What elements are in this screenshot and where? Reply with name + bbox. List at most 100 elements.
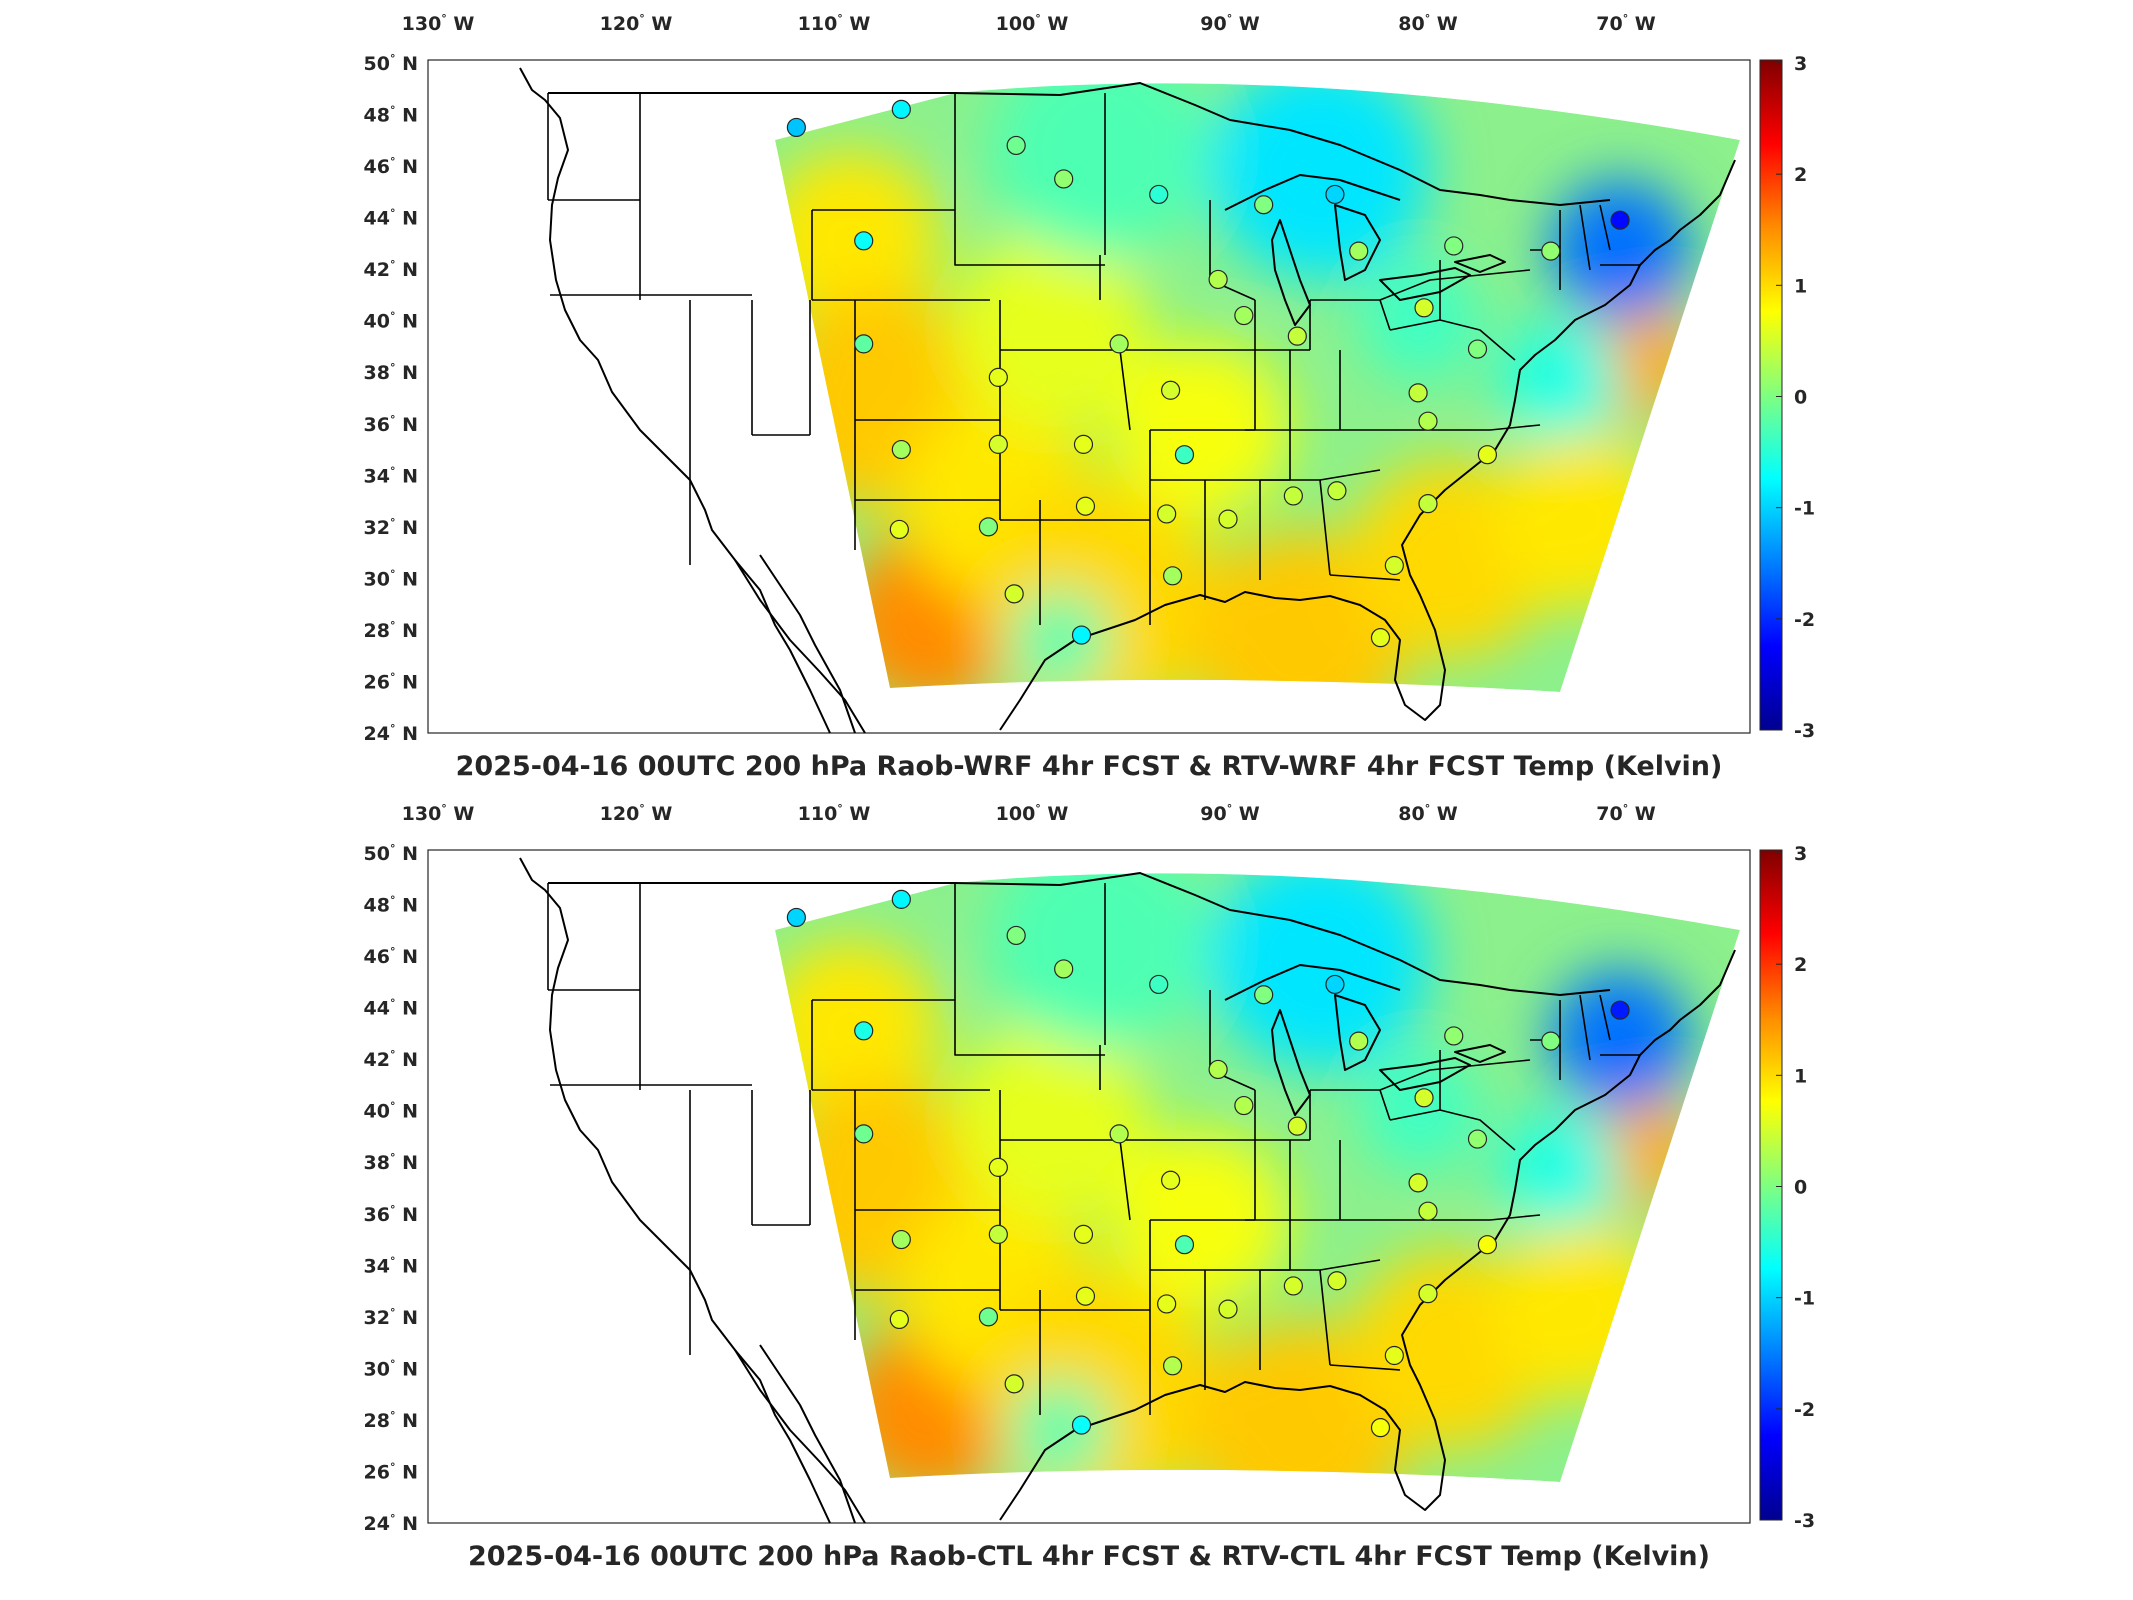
station-marker — [1234, 1095, 1254, 1116]
station-marker — [1174, 1235, 1195, 1255]
station-marker — [1208, 1059, 1228, 1080]
state-border — [1379, 279, 1431, 301]
station-marker — [1408, 383, 1428, 403]
station-marker — [1073, 1224, 1094, 1244]
station-marker — [1541, 241, 1561, 261]
station-marker — [1073, 434, 1094, 454]
station-marker — [978, 1307, 999, 1327]
lon-tick-label: 130° W — [402, 802, 475, 825]
map-panel-bottom: 130° W 120° W 110° W 100° W 90° W 80° W 70° W 5… — [0, 790, 2133, 1580]
colorbar-tick-label: 0 — [1794, 1177, 1807, 1199]
map-panel-top: 130° W 120° W 110° W 100° W 90° W 80° W 70° W 5… — [0, 0, 2133, 790]
colorbar-tick-label: 3 — [1794, 843, 1807, 865]
station-marker — [1283, 486, 1303, 506]
state-border — [1599, 204, 1611, 251]
station-marker — [1160, 380, 1181, 400]
station-marker — [1610, 210, 1630, 230]
state-border — [954, 1000, 1105, 1056]
panel-title: 2025-04-16 00UTC 200 hPa Raob-CTL 4hr FC… — [468, 1541, 1710, 1572]
east-gulf-coastline — [999, 949, 1736, 1521]
lon-tick-label: 120° W — [600, 12, 673, 35]
lon-tick-label: 90° W — [1200, 802, 1260, 825]
lat-tick-label: 40° N — [364, 1100, 418, 1123]
station-marker — [1157, 504, 1177, 524]
station-marker — [1384, 1345, 1404, 1366]
colorbar-tick-label: 2 — [1794, 954, 1807, 976]
lat-tick-label: 34° N — [364, 464, 418, 487]
lon-tick-label: 100° W — [996, 12, 1069, 35]
lat-tick-label: 50° N — [364, 52, 418, 75]
station-marker — [889, 519, 909, 540]
lat-tick-label: 28° N — [364, 1409, 418, 1432]
station-marker — [1418, 411, 1438, 431]
station-marker — [1054, 959, 1074, 979]
station-marker — [786, 117, 806, 138]
state-border — [1379, 1069, 1431, 1091]
station-marker — [1327, 1271, 1347, 1291]
lat-tick-label: 24° N — [364, 1512, 418, 1535]
great-lakes — [1224, 964, 1506, 1116]
station-marker — [854, 334, 874, 354]
station-marker — [1444, 236, 1464, 256]
station-marker — [1477, 1235, 1498, 1255]
station-marker — [1349, 241, 1369, 261]
colorbar-tick-label: -2 — [1794, 609, 1815, 631]
station-marker — [1149, 974, 1169, 995]
lat-tick-label: 48° N — [364, 104, 418, 127]
station-marker — [1004, 1374, 1024, 1394]
great-lakes — [1224, 174, 1506, 326]
lat-tick-label: 32° N — [364, 516, 418, 539]
baja-coastline — [734, 1344, 856, 1524]
station-marker — [1477, 445, 1498, 465]
colorbar — [1759, 849, 1783, 1521]
lat-tick-label: 48° N — [364, 894, 418, 917]
lat-tick-label: 32° N — [364, 1306, 418, 1329]
colorbar-tick-label: -3 — [1794, 1510, 1815, 1532]
state-border — [1579, 204, 1591, 271]
lon-tick-label: 100° W — [996, 802, 1069, 825]
station-marker — [1384, 555, 1404, 576]
station-marker — [1325, 974, 1345, 995]
station-marker — [1162, 1356, 1183, 1376]
lon-tick-label: 120° W — [600, 802, 673, 825]
lon-tick-label: 130° W — [402, 12, 475, 35]
station-marker — [1109, 334, 1129, 354]
station-marker — [1218, 509, 1238, 529]
station-marker — [1444, 1026, 1464, 1046]
west-coastline — [519, 857, 866, 1524]
panel-title: 2025-04-16 00UTC 200 hPa Raob-WRF 4hr FC… — [456, 751, 1723, 782]
station-marker — [891, 1229, 911, 1250]
station-marker — [1610, 1000, 1630, 1020]
station-marker — [891, 889, 911, 909]
state-border — [1439, 1109, 1516, 1151]
lat-tick-label: 50° N — [364, 842, 418, 865]
station-marker — [1467, 1129, 1488, 1149]
station-marker — [1254, 195, 1274, 215]
station-marker — [1370, 628, 1391, 648]
colorbar-tick-label: -3 — [1794, 720, 1815, 742]
station-marker — [854, 1021, 874, 1041]
station-marker — [1287, 326, 1307, 346]
station-marker — [1006, 925, 1026, 946]
state-border — [1439, 319, 1516, 361]
station-marker — [1162, 566, 1183, 586]
lat-tick-label: 46° N — [364, 945, 418, 968]
station-marker — [891, 99, 911, 119]
station-marker — [1075, 1286, 1096, 1306]
station-marker — [988, 367, 1008, 387]
lat-tick-label: 34° N — [364, 1254, 418, 1277]
colorbar-tick-label: 3 — [1794, 53, 1807, 75]
station-markers — [786, 99, 1630, 648]
station-marker — [1149, 184, 1169, 205]
station-marker — [1071, 625, 1092, 645]
station-marker — [1418, 494, 1438, 514]
lon-tick-label: 80° W — [1398, 12, 1458, 35]
station-marker — [1327, 481, 1347, 501]
station-marker — [1287, 1116, 1307, 1136]
station-marker — [1414, 298, 1434, 318]
lon-tick-label: 90° W — [1200, 12, 1260, 35]
station-marker — [1234, 305, 1254, 326]
panel-svg-2: 130° W 120° W 110° W 100° W 90° W 80° W 70° W 5… — [364, 802, 1816, 1572]
station-marker — [854, 1124, 874, 1144]
lat-tick-label: 28° N — [364, 619, 418, 642]
